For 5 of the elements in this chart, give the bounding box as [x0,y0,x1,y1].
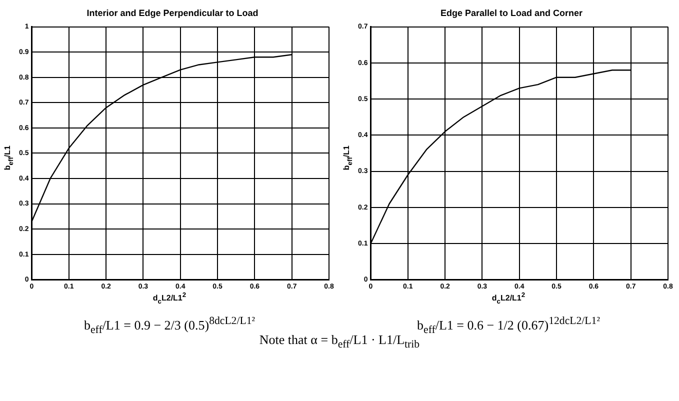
x-axis-title: d$_{c}$L2/L1$^{2}$ [490,291,526,308]
chart-title: Interior and Edge Perpendicular to Load [86,8,258,18]
chart-title: Edge Parallel to Load and Corner [440,8,584,18]
text: b$_{eff}$/L1 = 0.9 − 2/3 (0.5)$^{8dcL2/L1²}$ [82,314,256,336]
x-axis-title: d$_{c}$L2/L1$^{2}$ [152,291,188,308]
